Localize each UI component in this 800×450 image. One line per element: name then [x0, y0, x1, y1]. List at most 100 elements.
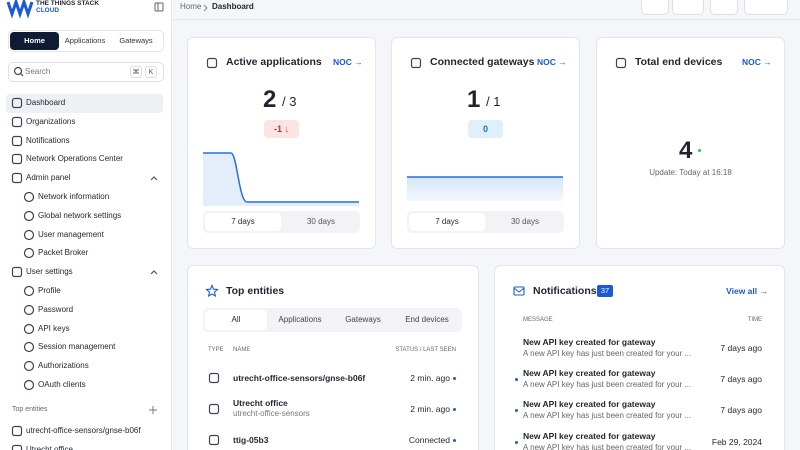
notification-time: 7 days ago [720, 405, 762, 416]
nav-selected [6, 94, 163, 113]
nav-icon [11, 173, 23, 184]
card-link[interactable]: NOC → [742, 57, 772, 67]
nav-item[interactable]: Network Operations Center [26, 154, 123, 164]
nav-icon [23, 210, 35, 221]
sparkline [407, 176, 563, 201]
search-box[interactable] [8, 62, 164, 82]
entity-name[interactable]: ttig-05b3 [233, 435, 269, 445]
view-all-link[interactable]: View all → [726, 286, 768, 296]
topbar-button[interactable] [744, 0, 788, 15]
range-option[interactable]: 30 days [306, 217, 336, 226]
card-count: 2 [263, 86, 277, 113]
nav-item[interactable]: Password [38, 304, 74, 314]
col-header: MESSAGE [523, 317, 553, 323]
nav-item[interactable]: User management [38, 229, 104, 239]
status-dot [453, 408, 456, 411]
recent-entity[interactable]: utrecht-office-sensors/gnse-b06f [26, 426, 141, 435]
nav-item[interactable]: Session management [38, 342, 116, 352]
nav-item[interactable]: Packet Broker [38, 248, 89, 258]
topbar-button[interactable] [710, 0, 738, 15]
sidebar-tab[interactable]: Applications [64, 36, 106, 45]
entity-status: 2 min. ago [410, 404, 450, 414]
card-change: 0 [468, 120, 503, 138]
nav-icon [23, 379, 35, 391]
nav-item[interactable]: Network information [38, 192, 110, 201]
notification-title[interactable]: New API key created for gateway [523, 399, 656, 410]
nav-item[interactable]: Organizations [26, 116, 76, 126]
entity-tab[interactable]: End devices [405, 315, 449, 324]
breadcrumb-home[interactable]: Home [180, 2, 202, 11]
nav-item[interactable]: Notifications [26, 135, 70, 145]
col-header: STATUS / LAST SEEN [395, 347, 456, 353]
range-option[interactable]: 7 days [409, 213, 485, 231]
logo-text: THE THINGS STACK [36, 0, 100, 7]
entity-type-icon [208, 403, 220, 415]
nav-item[interactable]: Global network settings [38, 210, 122, 220]
nav-icon [11, 116, 23, 127]
nav-item[interactable]: Authorizations [38, 361, 89, 371]
search-placeholder: Search [25, 67, 51, 76]
entity-name[interactable]: utrecht-office-sensors/gnse-b06f [233, 373, 366, 383]
breadcrumb-sep [203, 4, 208, 12]
stat-card [596, 37, 785, 249]
unread-dot [515, 378, 518, 382]
sidebar-tab[interactable]: Gateways [119, 36, 153, 45]
nav-icon [11, 154, 23, 165]
nav-icon [11, 135, 23, 146]
entity-tab[interactable]: All [205, 310, 267, 330]
logo-sub: CLOUD [36, 7, 60, 14]
entity-status: Connected [408, 435, 450, 445]
mail-icon [513, 286, 525, 296]
entity-tab[interactable]: Gateways [345, 315, 381, 324]
card-icon [410, 57, 422, 69]
notifications-title: Notifications [533, 285, 597, 297]
recent-entity[interactable]: Utrecht office [26, 444, 73, 450]
notification-title[interactable]: New API key created for gateway [523, 430, 656, 441]
entity-name[interactable]: Utrecht office [233, 398, 288, 408]
nav-item[interactable]: OAuth clients [38, 380, 86, 389]
card-title: Active applications [226, 56, 322, 68]
nav-item[interactable]: Profile [38, 286, 61, 295]
nav-item[interactable]: User settings [26, 267, 73, 277]
breadcrumb-current: Dashboard [212, 2, 254, 11]
nav-chevron [150, 270, 158, 275]
nav-icon [23, 323, 35, 334]
nav-icon [23, 229, 35, 240]
entity-tab[interactable]: Applications [278, 315, 322, 324]
notification-text: A new API key has just been created for … [523, 411, 692, 421]
nav-icon [23, 304, 35, 315]
col-header: TIME [747, 317, 762, 323]
range-option[interactable]: 7 days [205, 213, 281, 231]
search-icon [13, 66, 24, 77]
nav-item[interactable]: Admin panel [26, 173, 71, 183]
topbar-line [172, 19, 800, 20]
nav-icon [23, 248, 35, 259]
nav-item[interactable]: API keys [38, 323, 70, 333]
nav-icon [11, 267, 23, 278]
col-header: NAME [233, 347, 251, 353]
shortcut-key: ⌘ [130, 66, 142, 78]
entity-sub: utrecht-office-sensors [233, 409, 310, 418]
nav-item[interactable]: Dashboard [26, 98, 66, 107]
range-option[interactable]: 30 days [510, 217, 540, 226]
sidebar-tabs [8, 30, 164, 52]
notification-time: Feb 29, 2024 [711, 436, 762, 447]
entity-status: 2 min. ago [410, 373, 450, 383]
topbar-button[interactable] [672, 0, 704, 15]
recent-icon [11, 425, 23, 437]
add-icon [149, 406, 157, 414]
notifications-count: 37 [597, 285, 613, 297]
card-count: 1 [467, 86, 481, 113]
notification-time: 7 days ago [720, 343, 762, 353]
topbar-button[interactable] [641, 0, 669, 15]
entities-card [187, 265, 479, 450]
card-link[interactable]: NOC → [333, 57, 363, 67]
notification-title[interactable]: New API key created for gateway [523, 368, 656, 379]
nav-icon [23, 191, 35, 203]
sidebar-tab[interactable]: Home [10, 32, 59, 50]
card-link[interactable]: NOC → [537, 57, 567, 67]
unread-dot [515, 409, 518, 413]
logo-mark [6, 0, 34, 19]
notification-title[interactable]: New API key created for gateway [523, 337, 656, 347]
